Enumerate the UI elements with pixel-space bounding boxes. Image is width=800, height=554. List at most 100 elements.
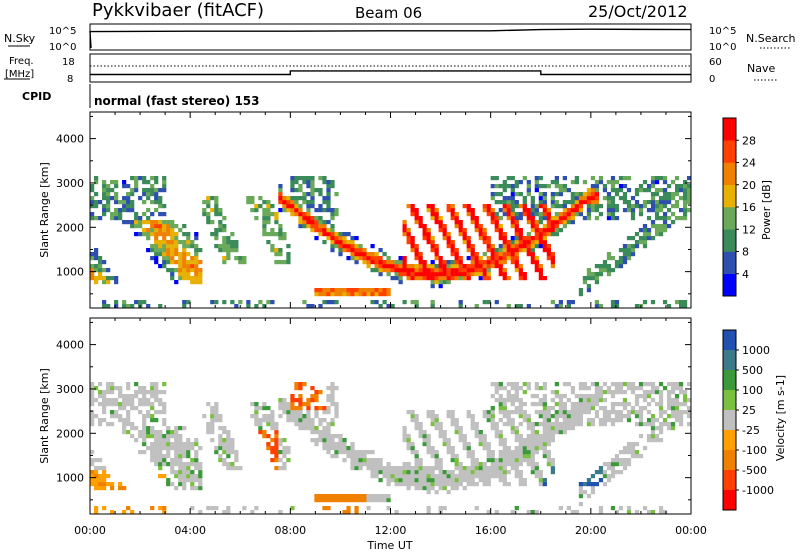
range-cell (90, 212, 95, 217)
range-cell (510, 458, 515, 463)
range-cell (466, 466, 471, 471)
range-cell (330, 240, 335, 245)
range-cell (558, 304, 563, 309)
range-cell (386, 260, 391, 265)
range-cell (502, 240, 507, 245)
range-cell (410, 414, 415, 419)
range-cell (174, 240, 179, 245)
range-cell (170, 466, 175, 471)
range-cell (130, 176, 135, 181)
range-cell (110, 180, 115, 185)
range-cell (258, 430, 263, 435)
range-cell (90, 390, 95, 395)
range-cell (218, 442, 223, 447)
range-cell (446, 470, 451, 475)
range-cell (150, 450, 155, 455)
range-cell (678, 304, 684, 309)
range-cell (382, 494, 387, 499)
range-cell (90, 204, 95, 209)
range-cell (350, 236, 355, 241)
range-cell (338, 240, 343, 245)
range-cell (594, 482, 600, 487)
range-cell (646, 216, 652, 221)
range-cell (254, 418, 259, 423)
range-cell (486, 482, 491, 487)
freq-label-2: [MHz] (5, 69, 34, 80)
range-cell (490, 192, 495, 197)
range-cell (298, 224, 303, 229)
range-cell (342, 494, 347, 499)
range-cell (554, 212, 559, 217)
range-cell (378, 494, 383, 499)
range-cell (522, 446, 527, 451)
range-cell (162, 184, 167, 189)
range-cell (370, 458, 375, 463)
range-cell (182, 466, 187, 471)
range-cell (454, 256, 459, 261)
range-cell (386, 304, 391, 309)
range-cell (158, 248, 163, 253)
range-cell (582, 196, 588, 201)
range-cell (234, 454, 239, 459)
range-cell (534, 180, 539, 185)
range-cell (238, 260, 243, 265)
range-cell (514, 256, 519, 261)
range-cell (434, 264, 439, 269)
range-cell (514, 264, 519, 269)
range-cell (550, 414, 555, 419)
range-cell (510, 212, 515, 217)
range-cell (478, 442, 483, 447)
range-cell (462, 434, 467, 439)
range-cell (334, 434, 339, 439)
range-cell (134, 188, 139, 193)
range-cell (398, 260, 403, 265)
range-cell (262, 406, 267, 411)
range-cell (138, 402, 143, 407)
range-cell (618, 450, 624, 455)
range-cell (434, 482, 439, 487)
range-cell (526, 188, 531, 193)
range-cell (306, 398, 311, 403)
range-cell (622, 402, 628, 407)
range-cell (414, 256, 419, 261)
range-cell (662, 196, 668, 201)
range-cell (278, 406, 283, 411)
range-cell (406, 228, 411, 233)
range-cell (210, 414, 215, 419)
range-cell (430, 450, 435, 455)
range-cell (458, 268, 463, 273)
range-cell (638, 406, 644, 411)
range-cell (206, 506, 211, 511)
range-cell (398, 256, 403, 261)
range-cell (534, 240, 539, 245)
range-cell (474, 482, 479, 487)
range-cell (374, 494, 379, 499)
range-cell (218, 434, 223, 439)
colorbar-swatch (723, 490, 736, 511)
range-cell (514, 204, 519, 209)
range-cell (478, 232, 483, 237)
range-cell (626, 176, 632, 181)
range-cell (546, 208, 551, 213)
range-cell (562, 176, 567, 181)
range-cell (306, 180, 311, 185)
range-cell (186, 276, 191, 281)
range-cell (190, 256, 195, 261)
range-cell (598, 390, 604, 395)
range-cell (338, 292, 343, 297)
range-cell (414, 248, 419, 253)
range-cell (594, 188, 600, 193)
range-cell (538, 442, 543, 447)
range-cell (198, 268, 203, 273)
range-cell (462, 478, 467, 483)
range-cell (122, 406, 127, 411)
range-cell (282, 260, 287, 265)
range-cell (498, 418, 503, 423)
range-cell (170, 442, 175, 447)
range-cell (602, 184, 608, 189)
nsearch-top-tick: 10^5 (709, 26, 736, 37)
range-cell (570, 212, 576, 217)
range-cell (206, 204, 211, 209)
range-cell (318, 204, 323, 209)
range-cell (226, 252, 231, 257)
